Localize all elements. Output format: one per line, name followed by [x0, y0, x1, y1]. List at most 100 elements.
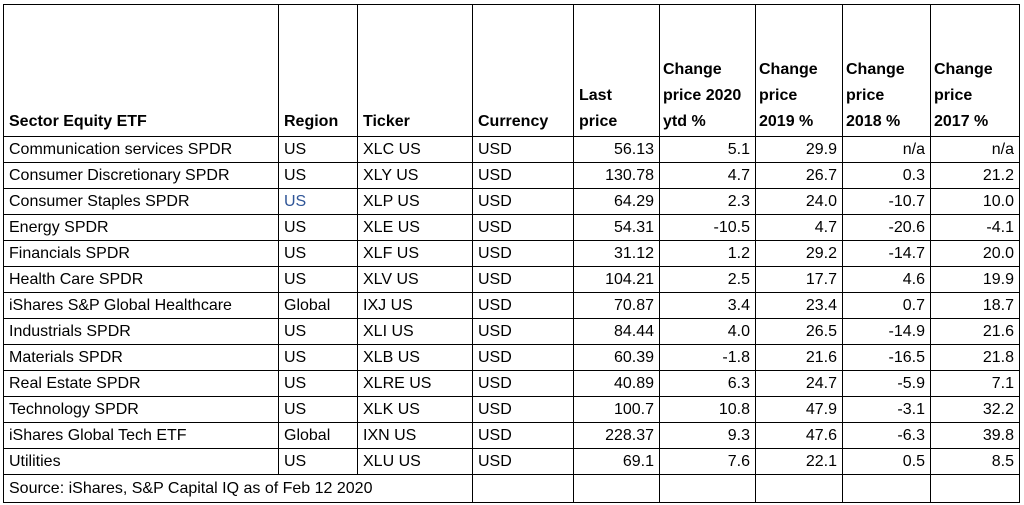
cell-region: US — [278, 162, 358, 189]
cell-ticker: XLRE US — [357, 370, 473, 397]
header-change-2018: Change price 2018 % — [842, 4, 931, 137]
cell-etf: Health Care SPDR — [3, 266, 279, 293]
cell-region: US — [278, 318, 358, 345]
cell-etf: Communication services SPDR — [3, 136, 279, 163]
cell-change-2018: n/a — [842, 136, 931, 163]
cell-last-price: 69.1 — [573, 448, 660, 475]
cell-change-2019: 47.9 — [755, 396, 843, 423]
header-row: Sector Equity ETF Region Ticker Currency… — [3, 4, 1020, 137]
table-row: Communication services SPDR US XLC US USD 56… — [3, 136, 1020, 163]
cell-change-2020: 9.3 — [659, 422, 756, 449]
header-change-2020-line: price 2020 — [663, 87, 742, 104]
cell-ticker: XLP US — [357, 188, 473, 215]
cell-change-2018: -20.6 — [842, 214, 931, 241]
cell-currency: USD — [472, 188, 574, 215]
cell-last-price: 100.7 — [573, 396, 660, 423]
cell-etf: Real Estate SPDR — [3, 370, 279, 397]
cell-change-2019: 17.7 — [755, 266, 843, 293]
cell-currency: USD — [472, 370, 574, 397]
cell-change-2018: -5.9 — [842, 370, 931, 397]
cell-change-2017: 19.9 — [930, 266, 1020, 293]
cell-ticker: XLI US — [357, 318, 473, 345]
cell-change-2018: -14.7 — [842, 240, 931, 267]
cell-change-2020: 3.4 — [659, 292, 756, 319]
cell-currency: USD — [472, 292, 574, 319]
cell-ticker: XLY US — [357, 162, 473, 189]
cell-last-price: 40.89 — [573, 370, 660, 397]
header-change-2017-line: Change — [934, 61, 993, 78]
cell-currency: USD — [472, 396, 574, 423]
cell-currency: USD — [472, 318, 574, 345]
cell-currency: USD — [472, 266, 574, 293]
header-change-2019-line: 2019 % — [759, 113, 814, 130]
cell-etf: Consumer Discretionary SPDR — [3, 162, 279, 189]
cell-ticker: XLK US — [357, 396, 473, 423]
header-ticker: Ticker — [357, 4, 473, 137]
cell-change-2020: 4.7 — [659, 162, 756, 189]
cell-change-2017: 20.0 — [930, 240, 1020, 267]
cell-region: US — [278, 370, 358, 397]
cell-change-2020: 2.5 — [659, 266, 756, 293]
cell-region: Global — [278, 292, 358, 319]
cell-last-price: 54.31 — [573, 214, 660, 241]
cell-region: US — [278, 188, 358, 215]
header-change-2019-line: Change — [759, 61, 818, 78]
cell-change-2019: 26.5 — [755, 318, 843, 345]
cell-change-2020: 2.3 — [659, 188, 756, 215]
cell-ticker: XLE US — [357, 214, 473, 241]
cell-ticker: XLC US — [357, 136, 473, 163]
cell-etf: Consumer Staples SPDR — [3, 188, 279, 215]
footer-empty-cell — [842, 474, 931, 503]
cell-change-2017: 32.2 — [930, 396, 1020, 423]
cell-change-2017: 7.1 — [930, 370, 1020, 397]
cell-etf: Utilities — [3, 448, 279, 475]
table-row: Materials SPDR US XLB US USD 60.39 -1.8 21.6 -1… — [3, 344, 1020, 371]
cell-ticker: XLV US — [357, 266, 473, 293]
cell-ticker: IXN US — [357, 422, 473, 449]
table-row: iShares S&P Global Healthcare Global IXJ U… — [3, 292, 1020, 319]
header-change-2017-line: price — [934, 87, 973, 104]
header-change-2018-line: 2018 % — [846, 113, 901, 130]
cell-change-2020: -1.8 — [659, 344, 756, 371]
cell-etf: Financials SPDR — [3, 240, 279, 267]
cell-change-2019: 21.6 — [755, 344, 843, 371]
cell-change-2019: 24.0 — [755, 188, 843, 215]
table-row: Energy SPDR US XLE US USD 54.31 -10.5 4.7 -20.6… — [3, 214, 1020, 241]
header-change-2017-line: 2017 % — [934, 113, 989, 130]
cell-region: US — [278, 396, 358, 423]
cell-currency: USD — [472, 240, 574, 267]
cell-last-price: 70.87 — [573, 292, 660, 319]
cell-ticker: XLU US — [357, 448, 473, 475]
cell-last-price: 31.12 — [573, 240, 660, 267]
cell-etf: Materials SPDR — [3, 344, 279, 371]
cell-change-2017: 21.2 — [930, 162, 1020, 189]
cell-region: US — [278, 240, 358, 267]
cell-region: US — [278, 136, 358, 163]
footer-empty-cell — [472, 474, 574, 503]
cell-change-2018: -16.5 — [842, 344, 931, 371]
cell-change-2020: 5.1 — [659, 136, 756, 163]
cell-currency: USD — [472, 136, 574, 163]
cell-ticker: IXJ US — [357, 292, 473, 319]
cell-change-2018: -6.3 — [842, 422, 931, 449]
table-row: Real Estate SPDR US XLRE US USD 40.89 6.3 24.7… — [3, 370, 1020, 397]
cell-change-2020: 6.3 — [659, 370, 756, 397]
table-row: Consumer Staples SPDR US XLP US USD 64.29 2.3… — [3, 188, 1020, 215]
cell-change-2018: -14.9 — [842, 318, 931, 345]
cell-region: Global — [278, 422, 358, 449]
cell-change-2017: 21.8 — [930, 344, 1020, 371]
header-change-2019: Change price 2019 % — [755, 4, 843, 137]
cell-change-2019: 24.7 — [755, 370, 843, 397]
header-last-price: Last price — [573, 4, 660, 137]
cell-currency: USD — [472, 344, 574, 371]
table-body: Communication services SPDR US XLC US USD 56… — [3, 136, 1020, 475]
cell-region: US — [278, 448, 358, 475]
footer-empty-cell — [659, 474, 756, 503]
cell-last-price: 60.39 — [573, 344, 660, 371]
cell-ticker: XLF US — [357, 240, 473, 267]
cell-change-2017: 8.5 — [930, 448, 1020, 475]
cell-change-2019: 22.1 — [755, 448, 843, 475]
header-change-2019-line: price — [759, 87, 798, 104]
cell-change-2019: 26.7 — [755, 162, 843, 189]
header-change-2020-line: Change — [663, 61, 722, 78]
